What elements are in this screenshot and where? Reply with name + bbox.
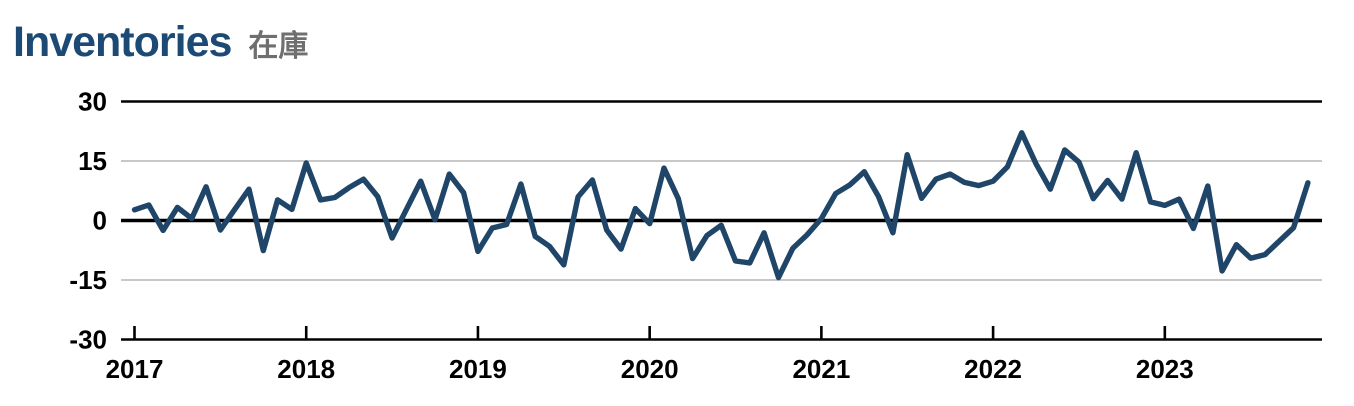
x-tick-label: 2017 — [106, 354, 164, 384]
x-tick-label: 2022 — [964, 354, 1022, 384]
y-tick-label: 15 — [78, 146, 107, 176]
y-tick-label: 0 — [93, 206, 107, 236]
chart-title: Inventories — [13, 18, 232, 66]
y-tick-label: -30 — [69, 325, 107, 355]
inventories-series-line — [131, 130, 1311, 281]
y-tick-label: -15 — [69, 265, 107, 295]
x-tick-label: 2021 — [792, 354, 850, 384]
chart-header: Inventories 在庫 — [13, 21, 308, 64]
x-tick-label: 2019 — [449, 354, 507, 384]
x-tick-label: 2023 — [1136, 354, 1194, 384]
chart-subtitle-jp: 在庫 — [248, 30, 309, 63]
x-tick-label: 2018 — [277, 354, 335, 384]
x-tick-label: 2020 — [621, 354, 679, 384]
y-tick-label: 30 — [78, 87, 107, 117]
